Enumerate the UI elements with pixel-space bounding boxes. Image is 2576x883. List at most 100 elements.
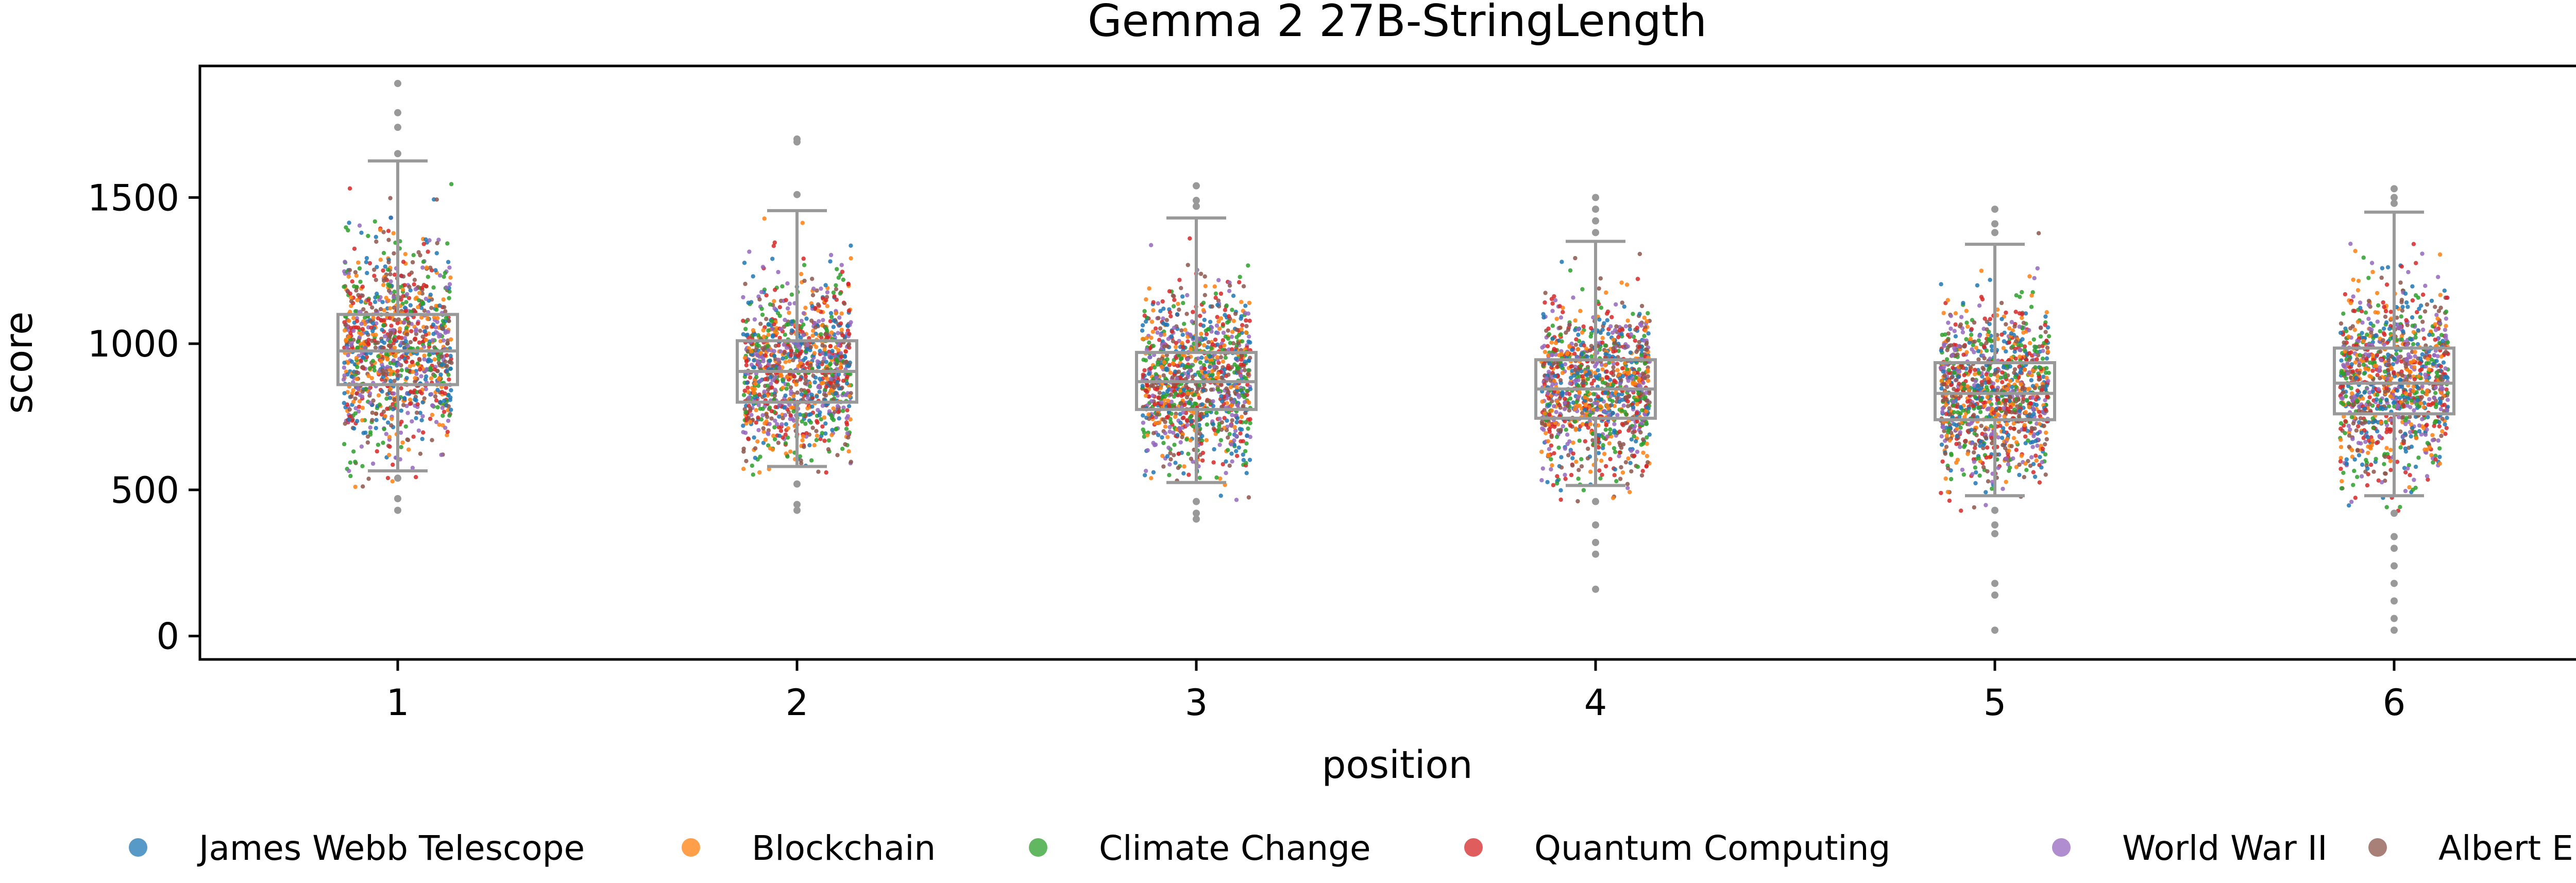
data-point: [1164, 366, 1169, 371]
data-point: [754, 420, 758, 425]
data-point: [1595, 376, 1599, 380]
data-point: [1247, 457, 1252, 462]
data-point: [1604, 290, 1608, 295]
data-point: [361, 355, 366, 360]
data-point: [1215, 355, 1219, 360]
data-point: [1645, 405, 1649, 410]
data-point: [408, 397, 413, 402]
data-point: [435, 241, 439, 246]
data-point: [1151, 300, 1156, 304]
data-point: [758, 321, 763, 326]
data-point: [1605, 382, 1610, 387]
data-point: [1228, 385, 1233, 389]
data-point: [1181, 415, 1186, 420]
data-point: [411, 253, 416, 258]
data-point: [780, 284, 785, 288]
data-point: [416, 428, 421, 433]
data-point: [1575, 395, 1580, 400]
data-point: [1547, 332, 1552, 336]
data-point: [803, 421, 808, 426]
data-point: [1175, 312, 1180, 317]
data-point: [1600, 336, 1605, 341]
data-point: [1646, 311, 1650, 316]
data-point: [433, 268, 438, 273]
data-point: [1185, 357, 1190, 362]
data-point: [441, 297, 446, 302]
data-point: [777, 305, 783, 310]
data-point: [1643, 390, 1649, 395]
data-point: [766, 387, 770, 392]
data-point: [1230, 459, 1234, 464]
data-point: [1608, 456, 1613, 462]
data-point: [777, 366, 782, 370]
data-point: [1201, 308, 1206, 313]
data-point: [767, 467, 771, 471]
data-point: [1628, 327, 1632, 332]
data-point: [1588, 398, 1593, 402]
data-point: [1163, 322, 1168, 327]
data-point: [786, 382, 790, 387]
data-point: [378, 307, 383, 312]
data-point: [1154, 375, 1159, 380]
data-point: [1582, 343, 1586, 348]
data-point: [446, 372, 451, 377]
data-point: [395, 372, 400, 378]
data-point: [1244, 318, 1248, 323]
data-point: [370, 359, 376, 363]
data-point: [417, 358, 422, 363]
data-point: [432, 357, 437, 362]
data-point: [436, 361, 442, 365]
data-point: [405, 344, 410, 348]
data-point: [755, 439, 760, 444]
data-point: [1168, 314, 1173, 319]
data-point: [1207, 327, 1211, 331]
data-point: [423, 387, 428, 392]
data-point: [833, 391, 838, 396]
data-point: [386, 298, 391, 303]
data-point: [1540, 466, 1545, 471]
data-point: [1550, 301, 1555, 306]
data-point: [1597, 433, 1601, 437]
data-point: [1230, 418, 1234, 422]
data-point: [391, 462, 395, 467]
data-point: [840, 333, 845, 337]
data-point: [744, 359, 749, 364]
data-point: [1551, 483, 1556, 487]
data-point: [779, 327, 784, 331]
data-point: [820, 424, 825, 429]
data-point: [344, 338, 348, 343]
data-point: [1640, 408, 1645, 413]
data-point: [814, 429, 819, 433]
data-point: [1188, 438, 1193, 443]
data-point: [364, 260, 368, 264]
data-point: [434, 197, 439, 202]
data-point: [1632, 426, 1636, 431]
data-point: [1581, 488, 1586, 493]
data-point: [811, 286, 816, 291]
data-point: [433, 394, 438, 399]
data-point: [1218, 494, 1223, 498]
data-point: [397, 362, 401, 367]
data-point: [1156, 316, 1161, 320]
data-point: [821, 380, 826, 385]
data-point: [2041, 348, 2045, 353]
data-point: [443, 309, 448, 314]
data-point: [364, 330, 369, 335]
data-point: [2024, 468, 2029, 472]
data-point: [1545, 344, 1550, 349]
data-point: [420, 436, 425, 441]
data-point: [1141, 413, 1145, 418]
data-point: [417, 389, 422, 394]
data-point: [1645, 454, 1650, 459]
data-point: [813, 325, 818, 330]
data-point: [1547, 396, 1551, 401]
data-point: [1171, 361, 1176, 366]
data-point: [1555, 474, 1560, 479]
data-point: [383, 334, 387, 338]
data-point: [421, 283, 427, 287]
data-point: [1144, 297, 1148, 302]
data-point: [355, 419, 360, 423]
data-point: [383, 264, 387, 269]
data-point: [1547, 447, 1552, 451]
data-point: [769, 416, 774, 421]
